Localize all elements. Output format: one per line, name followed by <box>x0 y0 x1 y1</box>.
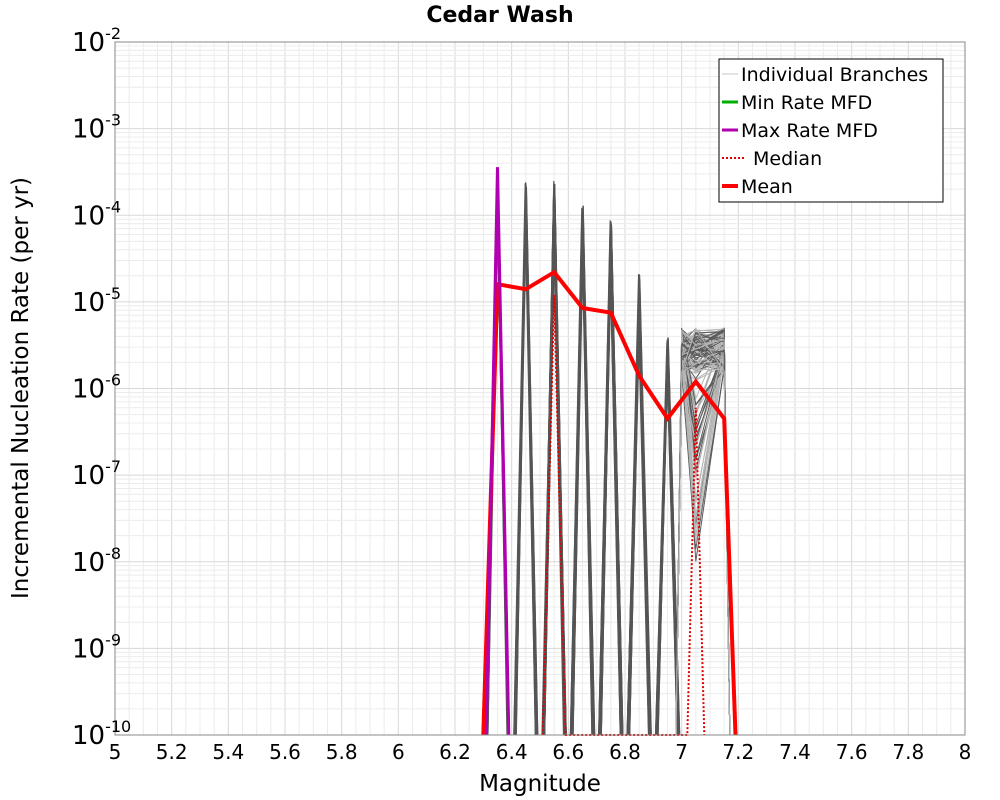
x-tick-label: 8 <box>959 740 972 764</box>
chart-title: Cedar Wash <box>426 3 573 28</box>
branch-line <box>515 217 539 736</box>
branch-line <box>655 349 679 736</box>
individual-branches <box>484 168 731 736</box>
y-tick-label: 10-9 <box>72 630 121 664</box>
branch-line <box>570 216 593 736</box>
x-tick-label: 7.6 <box>836 740 868 764</box>
y-tick-label: 10-3 <box>72 111 121 145</box>
legend-label: Max Rate MFD <box>741 120 878 142</box>
x-axis-label: Magnitude <box>479 771 601 797</box>
legend-box <box>718 58 944 203</box>
x-tick-label: 7.8 <box>892 740 924 764</box>
legend-label: Median <box>753 148 822 170</box>
x-tick-label: 7.2 <box>722 740 754 764</box>
x-tick-label: 5 <box>109 740 122 764</box>
y-tick-label: 10-6 <box>72 371 121 405</box>
branch-line <box>572 216 595 736</box>
legend-label: Individual Branches <box>741 64 928 86</box>
y-axis-label: Incremental Nucleation Rate (per yr) <box>8 177 34 599</box>
x-tick-label: 5.2 <box>156 740 188 764</box>
series-mean-line <box>481 269 738 736</box>
y-tick-label: 10-7 <box>72 457 121 491</box>
x-tick-label: 5.6 <box>269 740 301 764</box>
legend-label: Min Rate MFD <box>741 92 872 114</box>
plot-area-border <box>114 41 966 736</box>
series-median-line <box>541 294 706 736</box>
x-tick-label: 6.4 <box>496 740 528 764</box>
x-tick-label: 6.2 <box>439 740 471 764</box>
x-tick-labels: 5 5.2 5.4 5.6 5.8 6 6.2 6.4 6.6 6.8 7 7.2 7.4 7.6 7.8 8 <box>109 740 972 764</box>
x-tick-label: 6.6 <box>552 740 584 764</box>
y-tick-label: 10-10 <box>72 717 131 751</box>
legend: Individual Branches Min Rate MFD Max Rate … <box>718 58 944 203</box>
series-max-rate-line <box>484 167 511 736</box>
branch-line <box>598 250 622 736</box>
y-tick-label: 10-2 <box>72 24 121 58</box>
legend-label: Mean <box>741 176 793 198</box>
x-tick-label: 7 <box>675 740 688 764</box>
x-tick-label: 7.4 <box>779 740 811 764</box>
x-tick-label: 6.8 <box>609 740 641 764</box>
y-tick-label: 10-5 <box>72 284 121 318</box>
y-tick-labels: 10-10 10-9 10-8 10-7 10-6 10-5 10-4 10-3 10-2 <box>72 24 131 751</box>
x-tick-label: 5.8 <box>326 740 358 764</box>
branch-line <box>513 214 536 736</box>
y-tick-label: 10-8 <box>72 544 121 578</box>
x-tick-label: 6 <box>392 740 405 764</box>
branch-line <box>571 221 594 736</box>
branch-line <box>628 284 651 736</box>
branch-line <box>599 226 623 736</box>
x-tick-label: 5.4 <box>212 740 244 764</box>
y-tick-label: 10-4 <box>72 197 121 231</box>
grid <box>114 42 966 736</box>
branch-line <box>600 231 624 736</box>
